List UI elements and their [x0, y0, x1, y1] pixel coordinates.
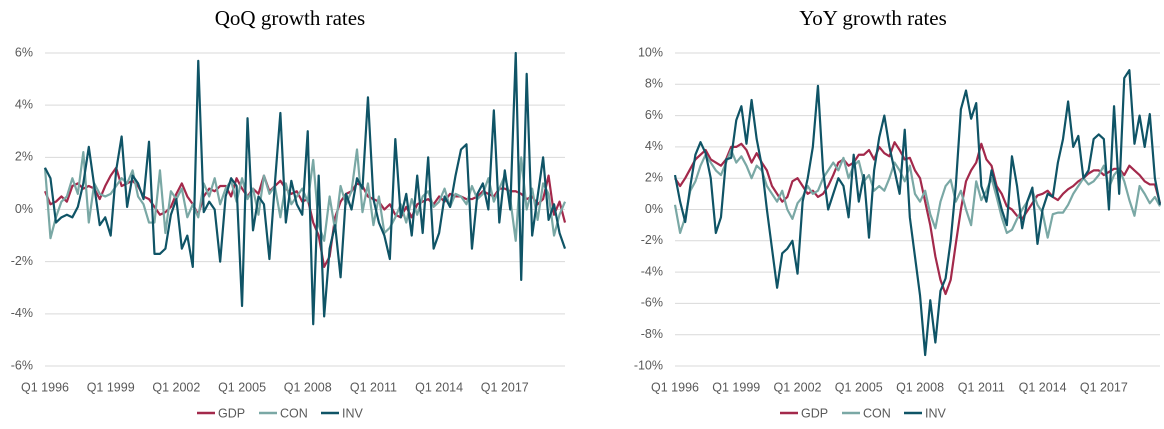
series-line	[673, 69, 1162, 357]
x-tick-label: Q1 1996	[651, 380, 699, 394]
y-tick-label: -4%	[11, 306, 33, 320]
y-tick-label: 4%	[15, 97, 33, 111]
x-tick-label: Q1 2008	[284, 380, 332, 394]
legend-label: INV	[925, 406, 947, 420]
x-tick-label: Q1 2014	[415, 380, 463, 394]
x-tick-label: Q1 2014	[1019, 380, 1067, 394]
x-tick-label: Q1 1996	[21, 380, 69, 394]
chart-title: YoY growth rates	[799, 6, 947, 30]
y-tick-label: 6%	[15, 45, 33, 59]
legend-label: CON	[280, 406, 308, 420]
series-line	[674, 141, 1162, 296]
series-line	[44, 51, 567, 326]
legend-label: GDP	[218, 406, 245, 420]
x-tick-label: Q1 2005	[218, 380, 266, 394]
x-tick-label: Q1 2002	[152, 380, 200, 394]
x-tick-label: Q1 2005	[835, 380, 883, 394]
y-tick-label: 0%	[15, 202, 33, 216]
chart-title: QoQ growth rates	[215, 6, 365, 30]
x-tick-label: Q1 2008	[896, 380, 944, 394]
y-tick-label: -2%	[641, 233, 663, 247]
y-tick-label: 2%	[645, 170, 663, 184]
legend-label: INV	[342, 406, 364, 420]
x-tick-label: Q1 2017	[1080, 380, 1128, 394]
series-line	[43, 148, 567, 242]
legend-label: CON	[863, 406, 891, 420]
x-tick-label: Q1 1999	[87, 380, 135, 394]
y-tick-label: -6%	[11, 358, 33, 372]
series-line	[673, 148, 1161, 239]
x-tick-label: Q1 2011	[350, 380, 397, 394]
y-tick-label: 0%	[645, 202, 663, 216]
y-tick-label: 4%	[645, 139, 663, 153]
y-tick-label: 8%	[645, 77, 663, 91]
x-tick-label: Q1 2002	[774, 380, 822, 394]
legend-label: GDP	[801, 406, 828, 420]
x-tick-label: Q1 2011	[958, 380, 1005, 394]
y-tick-label: 6%	[645, 108, 663, 122]
y-tick-label: -2%	[11, 254, 33, 268]
y-tick-label: 2%	[15, 150, 33, 164]
y-tick-label: -6%	[641, 296, 663, 310]
y-tick-label: -4%	[641, 264, 663, 278]
y-tick-label: -8%	[641, 327, 663, 341]
y-tick-label: -10%	[634, 358, 663, 372]
y-tick-label: 10%	[638, 45, 663, 59]
x-tick-label: Q1 2017	[481, 380, 529, 394]
x-tick-label: Q1 1999	[712, 380, 760, 394]
